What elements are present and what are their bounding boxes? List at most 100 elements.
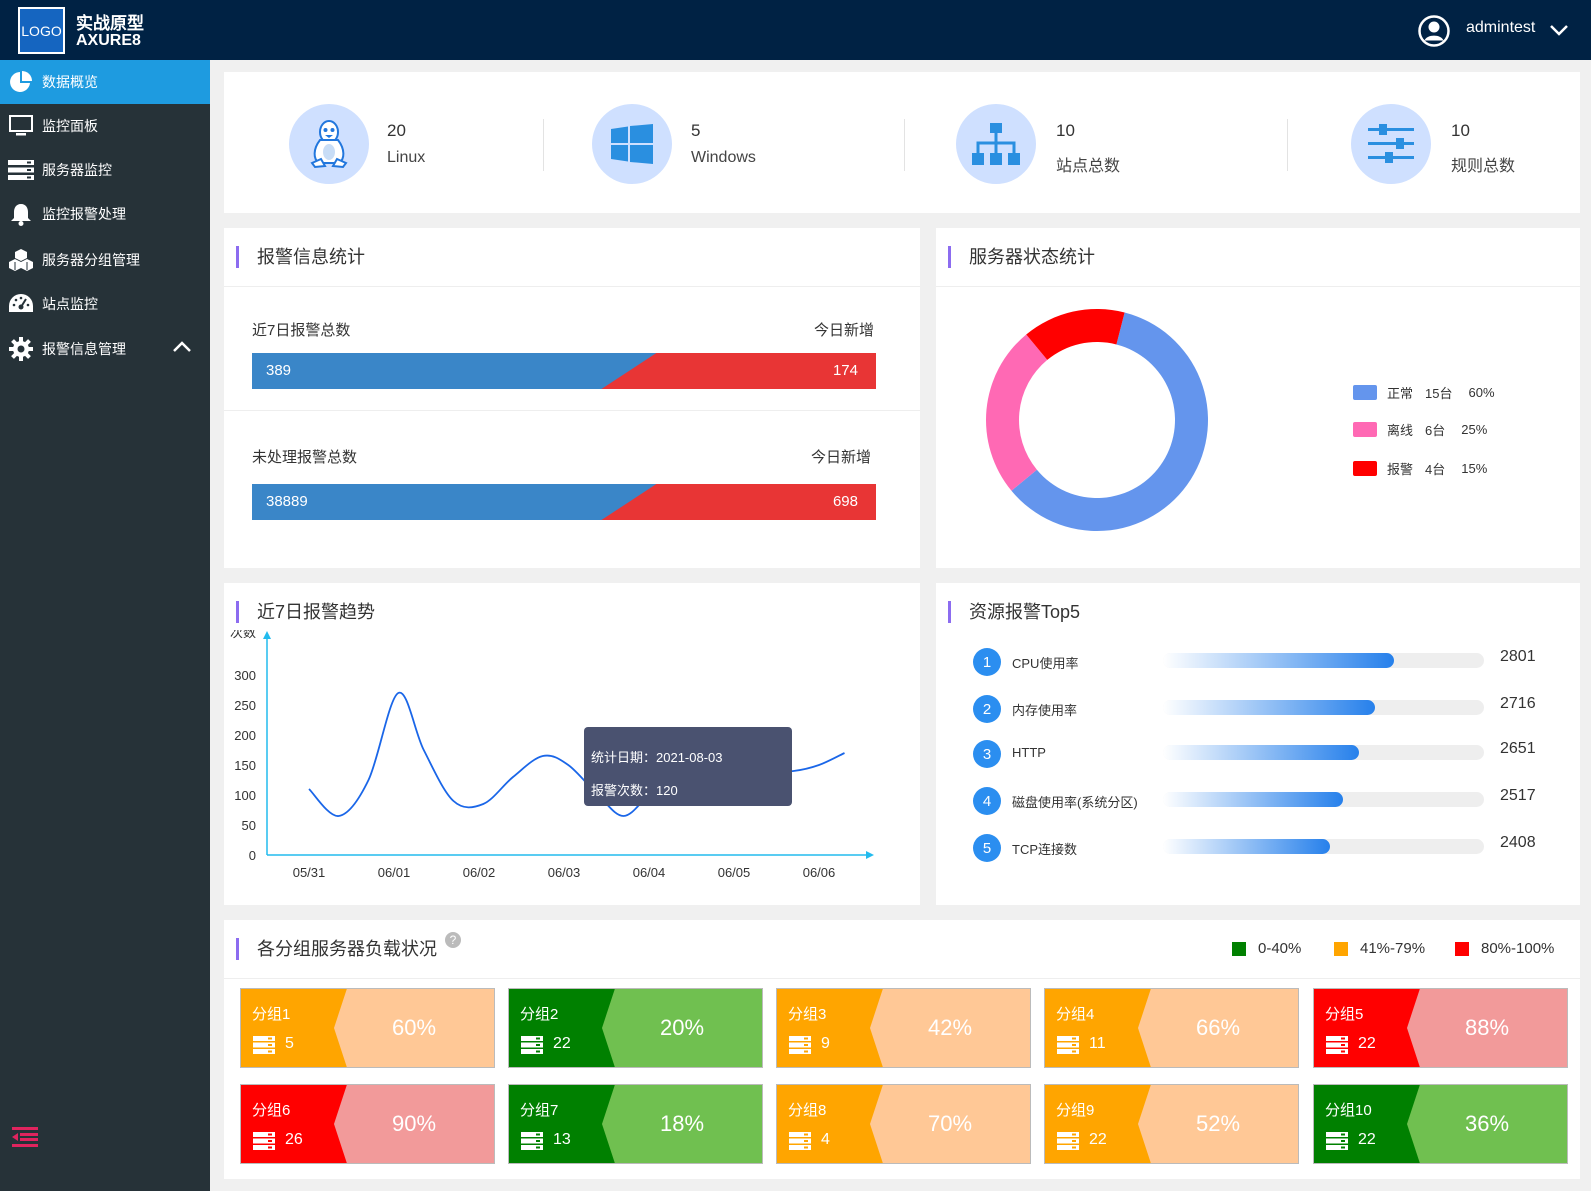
stat-linux-value: 20 (387, 121, 406, 140)
collapse-menu-icon[interactable] (12, 1126, 38, 1148)
pie-chart-icon (8, 69, 34, 95)
load-server-count: 5 (285, 1035, 294, 1052)
sliders-icon (1368, 124, 1414, 163)
load-server-count: 22 (1358, 1035, 1376, 1052)
load-percent: 42% (870, 989, 1030, 1067)
alert-unhandled-new: 698 (832, 493, 858, 510)
legend-count: 4台 (1425, 462, 1446, 477)
rank-badge: 5 (973, 834, 1001, 862)
rank-progress-track (1163, 653, 1484, 668)
rank-progress-fill (1163, 792, 1343, 807)
server-icon (521, 1132, 543, 1150)
donut-slice-0 (1011, 312, 1208, 531)
stats-panel: 20 Linux 5 Windows 10 站点总数 10 规则总数 (224, 72, 1580, 213)
sidebar-item-label: 监控报警处理 (42, 206, 126, 222)
sidebar-item-alert-handling[interactable]: 监控报警处理 (0, 192, 210, 236)
rank-progress-fill (1163, 653, 1395, 668)
divider (936, 286, 1580, 287)
legend-item: 离线 6台 25% (1353, 420, 1487, 439)
sidebar-item-monitor-panel[interactable]: 监控面板 (0, 104, 210, 148)
load-card[interactable]: 60% 分组1 5 (240, 988, 495, 1068)
user-avatar-icon[interactable] (1418, 15, 1450, 47)
alert-7day-label: 近7日报警总数 (252, 322, 351, 339)
sidebar: 数据概览 监控面板 服务器监控 监控报警处理 服务器分组管理 站点监控 报警 (0, 60, 210, 1191)
load-card[interactable]: 18% 分组7 13 (508, 1084, 763, 1164)
rank-value: 2408 (1500, 834, 1536, 851)
alert-stats-panel: 报警信息统计 近7日报警总数 今日新增 389 174 未处理报警总数 今日新增… (224, 228, 920, 568)
load-card[interactable]: 90% 分组6 26 (240, 1084, 495, 1164)
load-group-name: 分组8 (788, 1102, 827, 1119)
chevron-down-icon[interactable] (1548, 22, 1570, 38)
load-card[interactable]: 36% 分组10 22 (1313, 1084, 1568, 1164)
alert-7day-total: 389 (266, 362, 292, 379)
rank-badge: 3 (973, 740, 1001, 768)
legend-label: 0-40% (1258, 940, 1302, 957)
load-card[interactable]: 66% 分组4 11 (1044, 988, 1299, 1068)
chart-tooltip: 统计日期：2021-08-03 报警次数：120 (584, 727, 792, 806)
y-tick-label: 300 (234, 668, 256, 683)
sidebar-item-label: 服务器分组管理 (42, 252, 140, 268)
server-status-donut-chart (986, 309, 1208, 531)
sidebar-item-label: 站点监控 (42, 296, 98, 312)
sidebar-item-label: 数据概览 (42, 74, 98, 90)
alert-7day-bar: 389 174 (252, 353, 876, 389)
sidebar-item-overview[interactable]: 数据概览 (0, 60, 210, 104)
load-percent: 36% (1407, 1085, 1567, 1163)
panel-title: 报警信息统计 (236, 246, 365, 268)
y-tick-label: 50 (242, 818, 256, 833)
username[interactable]: admintest (1466, 19, 1536, 36)
load-percent: 52% (1138, 1085, 1298, 1163)
dashboard-icon (8, 291, 34, 317)
load-card[interactable]: 52% 分组9 22 (1044, 1084, 1299, 1164)
rank-name: 内存使用率 (1012, 703, 1078, 718)
stat-sites-value: 10 (1056, 121, 1075, 140)
rank-progress-fill (1163, 745, 1359, 760)
rank-value: 2651 (1500, 740, 1536, 757)
rank-badge: 4 (973, 787, 1001, 815)
logo: LOGO (18, 7, 65, 54)
x-tick-label: 06/01 (378, 865, 411, 880)
help-icon[interactable]: ? (445, 932, 461, 948)
legend-count: 6台 (1425, 423, 1446, 438)
monitor-icon (8, 113, 34, 139)
rank-progress-track (1163, 745, 1484, 760)
sidebar-item-server-monitor[interactable]: 服务器监控 (0, 148, 210, 192)
load-server-count: 26 (285, 1131, 303, 1148)
brand-title: 实战原型 (76, 14, 144, 33)
server-icon (253, 1036, 275, 1054)
server-icon (1326, 1132, 1348, 1150)
sidebar-item-server-groups[interactable]: 服务器分组管理 (0, 238, 210, 282)
rank-badge: 1 (973, 648, 1001, 676)
load-card[interactable]: 20% 分组2 22 (508, 988, 763, 1068)
load-group-name: 分组2 (520, 1006, 559, 1023)
divider (1287, 119, 1288, 171)
server-icon (521, 1036, 543, 1054)
server-icon (253, 1132, 275, 1150)
load-card[interactable]: 88% 分组5 22 (1313, 988, 1568, 1068)
rank-progress-fill (1163, 839, 1330, 854)
rank-name: TCP连接数 (1012, 842, 1078, 857)
legend-count: 15台 (1425, 386, 1453, 401)
sidebar-item-site-monitor[interactable]: 站点监控 (0, 282, 210, 326)
sidebar-item-alert-management[interactable]: 报警信息管理 (0, 327, 210, 371)
trend-line-chart: 次数 300 250 200 150 100 50 0 05/31 06/01 06/02 06/03… (230, 630, 874, 880)
chevron-up-icon[interactable] (172, 339, 192, 355)
top-header: LOGO 实战原型 AXURE8 admintest (0, 0, 1591, 60)
load-card[interactable]: 70% 分组8 4 (776, 1084, 1031, 1164)
load-server-count: 4 (821, 1131, 830, 1148)
stat-linux-circle (289, 104, 369, 184)
panel-title: 服务器状态统计 (948, 246, 1095, 268)
trend-panel: 近7日报警趋势 (224, 583, 920, 905)
bell-icon (8, 201, 34, 227)
load-card[interactable]: 42% 分组3 9 (776, 988, 1031, 1068)
rank-badge: 2 (973, 695, 1001, 723)
legend-name: 正常 (1387, 386, 1414, 401)
rank-value: 2716 (1500, 695, 1536, 712)
load-percent: 60% (334, 989, 494, 1067)
legend-label: 80%-100% (1481, 940, 1555, 957)
x-tick-label: 06/04 (633, 865, 666, 880)
sitemap-icon (972, 123, 1020, 165)
server-icon (789, 1132, 811, 1150)
divider (904, 119, 905, 171)
legend-swatch (1353, 385, 1377, 400)
